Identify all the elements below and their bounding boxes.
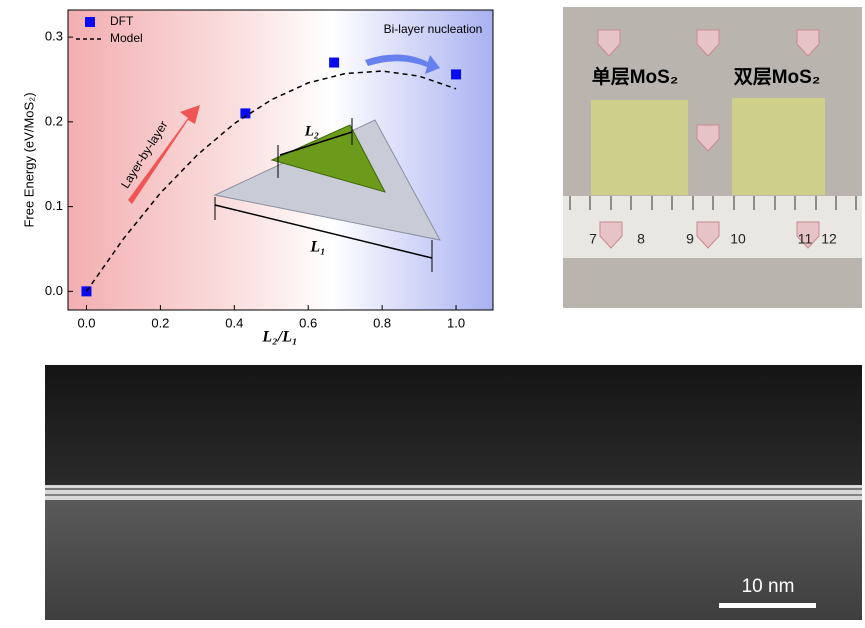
scale-bar-label: 10 nm <box>742 576 795 597</box>
x-tick-label: 0.4 <box>225 315 243 330</box>
ruler-number: 7 <box>589 231 597 247</box>
ruler-number: 9 <box>686 231 694 247</box>
model-line <box>85 70 457 292</box>
y-axis-label: Free Energy (eV/MoS₂) <box>21 92 36 227</box>
photo <box>563 7 862 308</box>
legend-label: DFT <box>110 14 134 28</box>
red-arrow <box>128 105 200 204</box>
plot-frame <box>67 9 494 311</box>
annotation: Bi-layer nucleation <box>384 22 483 36</box>
x-tick-label: 1.0 <box>447 315 465 330</box>
photo-label: 单层MoS₂ <box>592 65 679 88</box>
y-tick-label: 0.1 <box>45 198 63 213</box>
data-point <box>329 57 340 68</box>
legend-label: Model <box>110 31 143 45</box>
legend-marker <box>85 17 95 27</box>
x-tick-label: 0.8 <box>373 315 391 330</box>
ruler-number: 12 <box>821 231 837 247</box>
tem-image <box>45 365 862 620</box>
x-tick-label: 0.6 <box>299 315 317 330</box>
photo-label: 双层MoS₂ <box>734 66 821 88</box>
x-tick-label: 0.2 <box>151 315 169 330</box>
y-tick-label: 0.2 <box>45 113 63 128</box>
blue-arrow <box>365 54 440 74</box>
data-point <box>451 69 462 80</box>
ruler-number: 10 <box>730 231 746 247</box>
y-tick-label: 0.3 <box>45 29 63 44</box>
annotation: L₁ <box>309 239 325 256</box>
y-tick-label: 0.0 <box>45 283 63 298</box>
x-axis-label: L₂/L₁ <box>261 329 297 346</box>
data-point <box>240 108 251 119</box>
x-tick-label: 0.0 <box>77 315 95 330</box>
ruler-number: 11 <box>798 231 813 247</box>
ruler-number: 8 <box>637 231 645 247</box>
inset-illustration <box>213 118 441 272</box>
annotation: L₂ <box>304 123 319 139</box>
